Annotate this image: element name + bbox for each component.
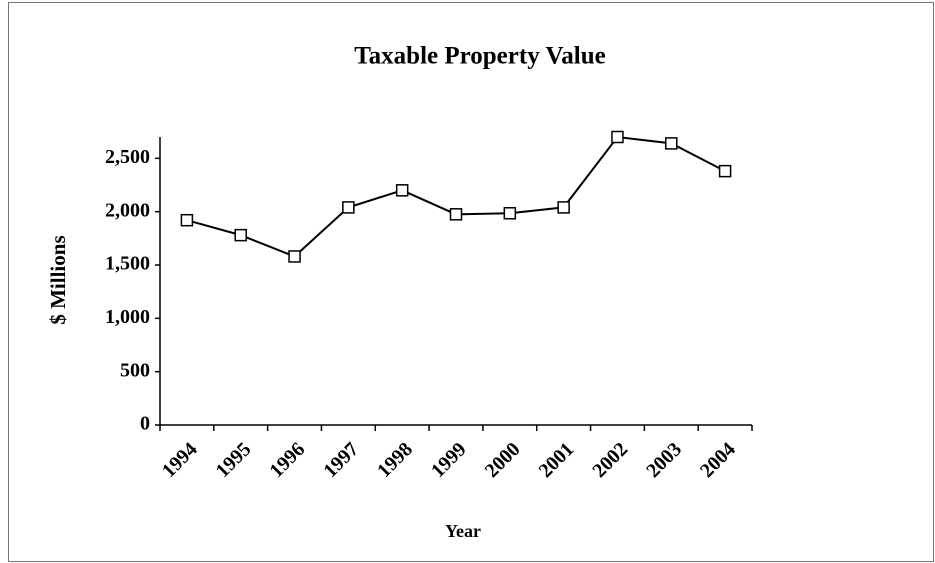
marker [288, 250, 301, 263]
marker [718, 164, 732, 178]
x-tick-label: 2004 [696, 438, 740, 482]
line [186, 135, 726, 258]
marker [611, 130, 624, 144]
marker [234, 228, 247, 242]
y-tick-label: 1,000 [105, 306, 150, 328]
y-tick-label: 0 [140, 413, 150, 435]
x-tick-label: 2001 [535, 438, 579, 482]
x-axis-label: Year [445, 521, 481, 541]
x-tick-label: 1996 [265, 438, 309, 482]
frame [8, 2, 934, 562]
x-tick-label: 1997 [319, 438, 363, 482]
marker [503, 207, 517, 220]
x-tick-label: 2000 [481, 438, 525, 482]
y-axis-label: $ Millions [46, 235, 70, 324]
x-tick-label: 1995 [212, 438, 256, 482]
y-tick-label: 2,000 [105, 199, 150, 221]
marker [395, 184, 409, 197]
marker [449, 208, 463, 221]
marker [180, 213, 194, 227]
marker [557, 201, 570, 214]
y-tick-label: 1,500 [105, 253, 150, 275]
marker [342, 201, 355, 214]
marker [665, 137, 678, 150]
x-tick-label: 1994 [158, 438, 202, 482]
y-tick-label: 500 [120, 359, 150, 381]
x-tick-label: 1999 [427, 438, 471, 482]
x-tick-label: 2003 [642, 438, 686, 482]
y-tick-label: 2,500 [105, 146, 150, 168]
x-tick-label: 1998 [373, 438, 417, 482]
chart-title: Taxable Property Value [354, 43, 605, 70]
x-tick-label: 2002 [588, 438, 632, 482]
